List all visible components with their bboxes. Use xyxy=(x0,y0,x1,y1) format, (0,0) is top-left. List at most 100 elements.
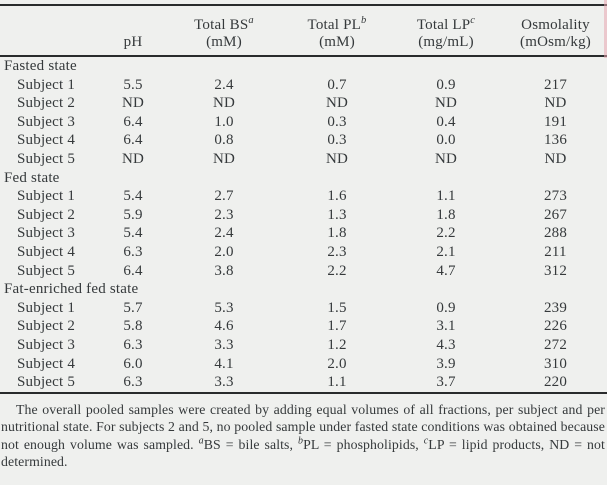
column-unit: (mg/mL) xyxy=(418,33,474,50)
row-label: Subject 4 xyxy=(17,355,76,372)
table-row: Subject 2 5.9 2.3 1.3 1.8 267 xyxy=(0,206,607,225)
cell-osmolality: 191 xyxy=(543,113,568,130)
row-label: Subject 1 xyxy=(17,76,76,93)
cell-ph: 6.4 xyxy=(123,132,143,149)
cell-ph: ND xyxy=(121,95,145,112)
cell-total-pl: 1.7 xyxy=(327,318,347,335)
cell-total-pl: 1.2 xyxy=(327,336,347,353)
cell-osmolality: 136 xyxy=(543,132,568,149)
cell-total-bs: 5.3 xyxy=(214,299,234,316)
cell-total-bs: 0.8 xyxy=(214,132,234,149)
group-header-row: Fat-enriched fed state xyxy=(0,280,607,299)
cell-osmolality: 310 xyxy=(543,355,568,372)
row-label: Subject 1 xyxy=(17,299,76,316)
column-header-ph: pH xyxy=(104,5,162,57)
cell-total-pl: 2.3 xyxy=(327,243,347,260)
cell-total-lp: 0.0 xyxy=(436,132,456,149)
table-row: Subject 5 6.4 3.8 2.2 4.7 312 xyxy=(0,262,607,281)
cell-total-bs: 3.3 xyxy=(162,373,286,394)
cell-total-lp: 0.4 xyxy=(436,113,456,130)
table-row: Subject 2 5.8 4.6 1.7 3.1 226 xyxy=(0,317,607,336)
cell-total-pl: 1.8 xyxy=(327,225,347,242)
cell-total-lp: 3.1 xyxy=(436,318,456,335)
column-name: Total PL xyxy=(307,17,361,33)
column-name: Osmolality xyxy=(521,17,590,33)
table-row: Subject 2 ND ND ND ND ND xyxy=(0,94,607,113)
cell-osmolality: 267 xyxy=(543,206,568,223)
row-label: Subject 5 xyxy=(17,262,76,279)
cell-total-lp: 0.9 xyxy=(436,76,456,93)
row-label: Subject 5 xyxy=(17,150,76,167)
cell-total-bs: 3.3 xyxy=(214,336,234,353)
cell-ph: 6.3 xyxy=(123,336,143,353)
cell-osmolality: 239 xyxy=(543,299,568,316)
table-header-row: pH Total BSa (mM) Total PLb (mM) Total LPc… xyxy=(0,5,607,57)
cell-ph: 5.9 xyxy=(123,206,143,223)
column-name: pH xyxy=(123,33,143,50)
cell-total-lp: 4.7 xyxy=(436,262,456,279)
row-label: Subject 4 xyxy=(17,132,76,149)
cell-osmolality: 211 xyxy=(544,243,567,260)
table-row: Subject 3 5.4 2.4 1.8 2.2 288 xyxy=(0,224,607,243)
table-row: Subject 3 6.3 3.3 1.2 4.3 272 xyxy=(0,336,607,355)
cell-osmolality: ND xyxy=(544,95,567,112)
cell-total-pl: 2.2 xyxy=(327,262,347,279)
footnote-marker-c: c xyxy=(470,15,476,26)
cell-total-pl: 0.3 xyxy=(327,132,347,149)
cell-osmolality: 226 xyxy=(543,318,568,335)
cell-total-lp: ND xyxy=(434,95,458,112)
cell-total-bs: ND xyxy=(212,95,236,112)
cell-ph: 6.3 xyxy=(104,373,162,394)
cell-total-bs: 2.4 xyxy=(214,76,234,93)
cell-osmolality: 312 xyxy=(543,262,568,279)
cell-total-bs: 4.1 xyxy=(214,355,234,372)
column-header-total-bs: Total BSa (mM) xyxy=(162,5,286,57)
cell-total-pl: 1.1 xyxy=(286,373,388,394)
cell-ph: 5.4 xyxy=(123,188,143,205)
cell-ph: 6.4 xyxy=(123,113,143,130)
footnote-marker-a: a xyxy=(248,15,254,26)
cell-total-lp: 2.2 xyxy=(436,225,456,242)
footnote-marker: c xyxy=(423,434,429,446)
cell-total-pl: 1.3 xyxy=(327,206,347,223)
column-unit: (mOsm/kg) xyxy=(520,33,591,50)
cell-osmolality: 217 xyxy=(543,76,568,93)
row-label: Subject 2 xyxy=(17,206,76,223)
row-label: Subject 5 xyxy=(0,373,104,394)
cell-total-pl: ND xyxy=(325,150,349,167)
table-row: Subject 1 5.5 2.4 0.7 0.9 217 xyxy=(0,76,607,95)
cell-total-pl: ND xyxy=(325,95,349,112)
cell-total-bs: 3.8 xyxy=(214,262,234,279)
footnote-marker-b: b xyxy=(361,15,367,26)
table-row: Subject 3 6.4 1.0 0.3 0.4 191 xyxy=(0,113,607,132)
scan-artifact xyxy=(604,0,607,58)
cell-ph: 5.5 xyxy=(123,76,143,93)
cell-ph: 6.0 xyxy=(123,355,143,372)
cell-total-pl: 1.5 xyxy=(327,299,347,316)
row-label: Subject 3 xyxy=(17,336,76,353)
cell-total-bs: ND xyxy=(212,150,236,167)
stub-header-cell xyxy=(0,5,104,57)
cell-total-pl: 0.3 xyxy=(327,113,347,130)
cell-total-lp: ND xyxy=(434,150,458,167)
column-header-total-lp: Total LPc (mg/mL) xyxy=(388,5,504,57)
table-row: Subject 4 6.4 0.8 0.3 0.0 136 xyxy=(0,131,607,150)
cell-total-pl: 2.0 xyxy=(327,355,347,372)
cell-ph: ND xyxy=(121,150,145,167)
table-row: Subject 5 6.3 3.3 1.1 3.7 220 xyxy=(0,373,607,394)
group-label: Fed state xyxy=(4,169,60,186)
cell-osmolality: 220 xyxy=(504,373,607,394)
cell-total-bs: 2.7 xyxy=(214,188,234,205)
table-body: Fasted state Subject 1 5.5 2.4 0.7 0.9 217 Subj… xyxy=(0,56,607,394)
cell-total-bs: 2.3 xyxy=(214,206,234,223)
cell-total-pl: 0.7 xyxy=(327,76,347,93)
table-row: Subject 5 ND ND ND ND ND xyxy=(0,150,607,169)
column-unit: (mM) xyxy=(206,33,242,50)
group-label: Fat-enriched fed state xyxy=(4,281,139,298)
table-row: Subject 4 6.3 2.0 2.3 2.1 211 xyxy=(0,243,607,262)
cell-ph: 6.3 xyxy=(123,243,143,260)
group-header-row: Fasted state xyxy=(0,56,607,76)
table-row: Subject 1 5.7 5.3 1.5 0.9 239 xyxy=(0,299,607,318)
cell-ph: 5.4 xyxy=(123,225,143,242)
